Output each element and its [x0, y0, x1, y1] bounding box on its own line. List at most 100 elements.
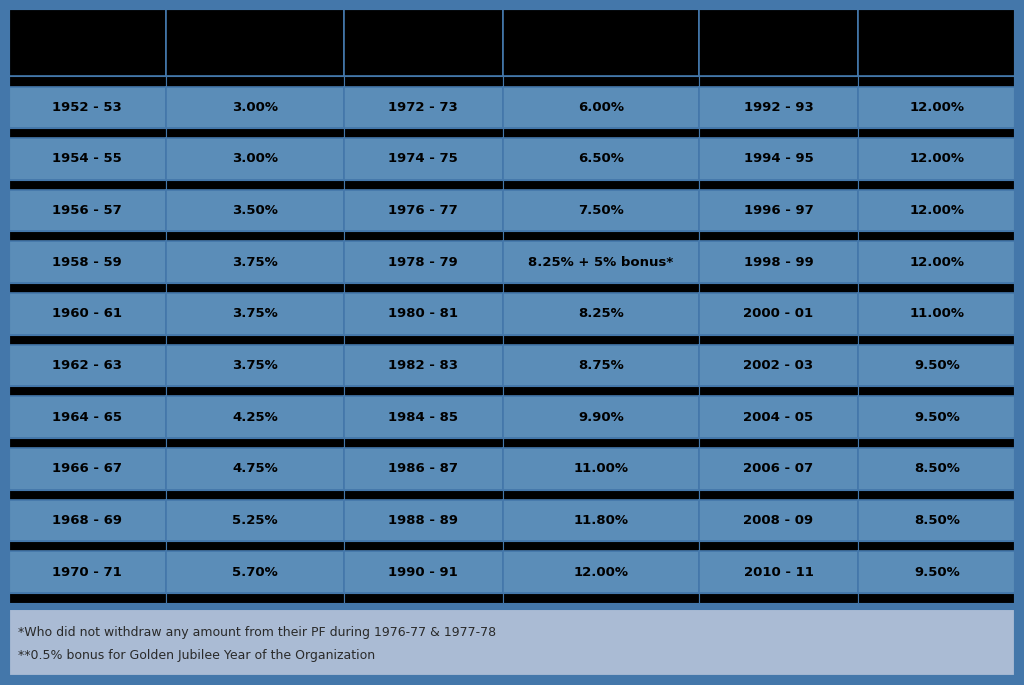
- Bar: [858, 77, 1016, 86]
- Text: 1988 - 89: 1988 - 89: [388, 514, 459, 527]
- Bar: [503, 77, 699, 86]
- Bar: [699, 345, 858, 386]
- Text: 9.50%: 9.50%: [914, 411, 959, 424]
- Bar: [344, 490, 503, 500]
- Text: **0.5% bonus for Golden Jubilee Year of the Organization: **0.5% bonus for Golden Jubilee Year of …: [18, 649, 375, 662]
- Bar: [858, 179, 1016, 190]
- Bar: [167, 242, 344, 283]
- Bar: [858, 438, 1016, 448]
- Bar: [699, 541, 858, 551]
- Bar: [8, 138, 167, 179]
- Bar: [503, 438, 699, 448]
- Bar: [503, 335, 699, 345]
- Bar: [167, 138, 344, 179]
- Text: 9.90%: 9.90%: [578, 411, 624, 424]
- Text: 12.00%: 12.00%: [909, 256, 965, 269]
- Bar: [503, 448, 699, 490]
- Bar: [858, 593, 1016, 603]
- Bar: [344, 8, 503, 77]
- Bar: [8, 77, 167, 86]
- Bar: [699, 448, 858, 490]
- Text: 3.50%: 3.50%: [232, 204, 279, 217]
- Bar: [858, 490, 1016, 500]
- Bar: [344, 500, 503, 541]
- Text: 2006 - 07: 2006 - 07: [743, 462, 814, 475]
- Text: 1954 - 55: 1954 - 55: [52, 153, 122, 166]
- Bar: [344, 593, 503, 603]
- Bar: [699, 138, 858, 179]
- Bar: [8, 438, 167, 448]
- Bar: [503, 86, 699, 128]
- Text: 1994 - 95: 1994 - 95: [743, 153, 813, 166]
- Bar: [344, 335, 503, 345]
- Bar: [858, 128, 1016, 138]
- Bar: [8, 8, 167, 77]
- Bar: [858, 448, 1016, 490]
- Text: 5.25%: 5.25%: [232, 514, 279, 527]
- Bar: [344, 541, 503, 551]
- Bar: [699, 179, 858, 190]
- Text: 1974 - 75: 1974 - 75: [388, 153, 458, 166]
- Bar: [503, 397, 699, 438]
- Text: 3.75%: 3.75%: [232, 308, 279, 321]
- Text: 8.25%: 8.25%: [578, 308, 624, 321]
- Text: 1980 - 81: 1980 - 81: [388, 308, 459, 321]
- Bar: [503, 190, 699, 232]
- Bar: [167, 128, 344, 138]
- Bar: [167, 490, 344, 500]
- Bar: [167, 293, 344, 335]
- Bar: [344, 179, 503, 190]
- Bar: [167, 386, 344, 397]
- Bar: [858, 86, 1016, 128]
- Text: 1958 - 59: 1958 - 59: [52, 256, 122, 269]
- Bar: [503, 293, 699, 335]
- Text: 3.00%: 3.00%: [232, 153, 279, 166]
- Bar: [699, 386, 858, 397]
- Bar: [699, 242, 858, 283]
- Bar: [8, 128, 167, 138]
- Bar: [8, 551, 167, 593]
- Bar: [344, 128, 503, 138]
- Bar: [344, 551, 503, 593]
- Text: 8.50%: 8.50%: [914, 514, 959, 527]
- Text: 4.75%: 4.75%: [232, 462, 279, 475]
- Bar: [344, 138, 503, 179]
- Bar: [344, 397, 503, 438]
- Text: 1960 - 61: 1960 - 61: [52, 308, 122, 321]
- Bar: [8, 397, 167, 438]
- Bar: [344, 438, 503, 448]
- Bar: [344, 448, 503, 490]
- Bar: [167, 345, 344, 386]
- Text: 1982 - 83: 1982 - 83: [388, 359, 459, 372]
- Bar: [344, 293, 503, 335]
- Bar: [699, 293, 858, 335]
- Bar: [167, 551, 344, 593]
- Bar: [858, 283, 1016, 293]
- Bar: [8, 541, 167, 551]
- Bar: [8, 232, 167, 242]
- Bar: [167, 438, 344, 448]
- Bar: [503, 283, 699, 293]
- Bar: [699, 490, 858, 500]
- Bar: [858, 8, 1016, 77]
- Bar: [8, 283, 167, 293]
- Text: 1996 - 97: 1996 - 97: [743, 204, 813, 217]
- Text: 8.50%: 8.50%: [914, 462, 959, 475]
- Text: 2000 - 01: 2000 - 01: [743, 308, 814, 321]
- Bar: [8, 386, 167, 397]
- Bar: [699, 551, 858, 593]
- Bar: [858, 397, 1016, 438]
- Text: 1992 - 93: 1992 - 93: [743, 101, 813, 114]
- Bar: [699, 128, 858, 138]
- Text: *Who did not withdraw any amount from their PF during 1976-77 & 1977-78: *Who did not withdraw any amount from th…: [18, 626, 496, 639]
- Bar: [699, 77, 858, 86]
- Bar: [344, 242, 503, 283]
- Bar: [699, 86, 858, 128]
- Bar: [503, 345, 699, 386]
- Text: 11.00%: 11.00%: [573, 462, 629, 475]
- Bar: [8, 593, 167, 603]
- Bar: [8, 86, 167, 128]
- Bar: [858, 386, 1016, 397]
- Text: 8.75%: 8.75%: [578, 359, 624, 372]
- Text: 1990 - 91: 1990 - 91: [388, 566, 458, 579]
